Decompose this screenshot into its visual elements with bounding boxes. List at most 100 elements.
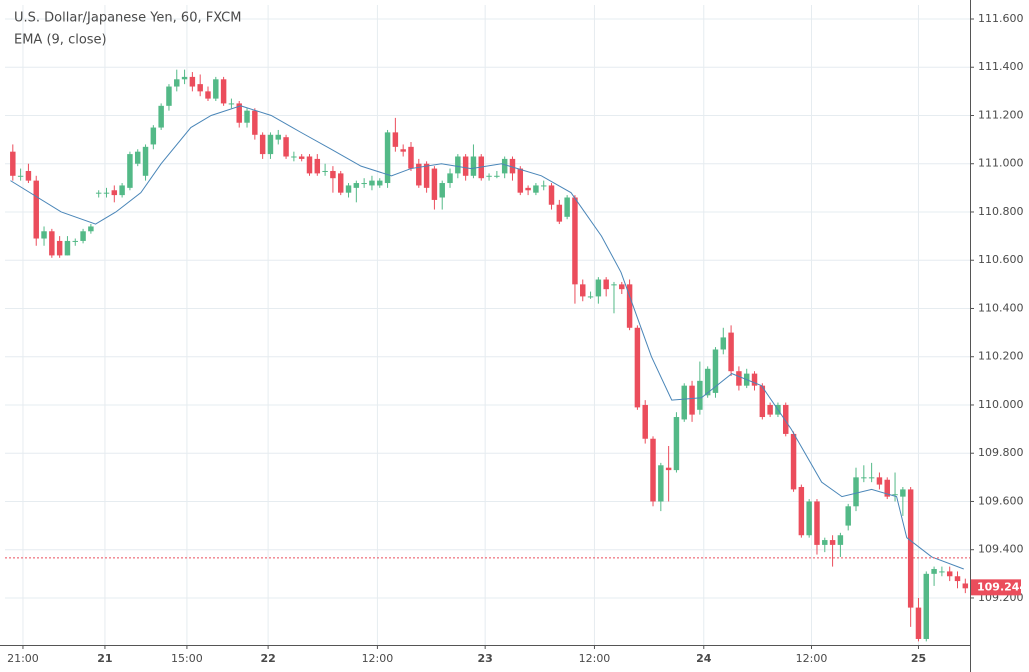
candle-body: [41, 231, 47, 239]
candle-body: [556, 204, 563, 222]
candle-body: [486, 175, 492, 177]
y-tick-label: 109.600: [978, 494, 1024, 507]
candle-body: [790, 433, 797, 490]
candle-body: [447, 173, 453, 184]
candle-body: [244, 110, 250, 123]
y-tick-label: 110.000: [978, 398, 1024, 411]
candle-body: [751, 373, 758, 386]
candle-body: [64, 240, 71, 256]
candle-body: [704, 368, 711, 396]
candle-body: [127, 154, 133, 188]
candle-body: [416, 163, 422, 186]
candle-body: [619, 284, 625, 290]
candle-body: [306, 156, 313, 174]
candle-body: [587, 296, 594, 298]
candle-body: [712, 349, 719, 393]
candle-body: [845, 506, 851, 526]
candle-body: [330, 170, 336, 179]
candle-body: [642, 404, 648, 439]
candle-body: [423, 163, 430, 188]
candle-body: [10, 151, 16, 176]
y-tick-label: 111.200: [978, 108, 1024, 121]
candle-body: [314, 158, 321, 174]
candle-body: [595, 279, 602, 297]
candle-body: [658, 465, 664, 502]
candle-body: [103, 192, 110, 194]
candle-body: [283, 137, 289, 157]
grid: [5, 5, 970, 645]
candle-body: [166, 86, 172, 106]
candle-body: [150, 127, 157, 145]
candle-body: [205, 91, 211, 99]
candle-body: [298, 156, 305, 159]
candle-body: [665, 467, 672, 471]
candle-body: [252, 110, 258, 135]
candle-body: [767, 404, 773, 415]
candle-body: [369, 180, 375, 186]
candle-body: [470, 156, 477, 176]
x-tick-label: 15:00: [171, 652, 203, 665]
candle-body: [939, 571, 945, 573]
candle-body: [462, 156, 469, 176]
x-tick-label: 12:00: [796, 652, 828, 665]
last-price-label: 109.244: [977, 580, 1027, 593]
candle-body: [853, 477, 859, 507]
candle-body: [119, 185, 125, 196]
candle-body: [17, 175, 24, 177]
candle-body: [868, 477, 875, 479]
candle-body: [783, 404, 789, 434]
y-tick-label: 110.400: [978, 301, 1024, 314]
candle-body: [111, 190, 118, 196]
y-tick-label: 110.600: [978, 253, 1024, 266]
candle-body: [228, 103, 235, 105]
candle-body: [884, 479, 890, 497]
candle-body: [861, 477, 867, 479]
candle-body: [33, 180, 39, 239]
candle-body: [174, 79, 180, 87]
candle-body: [88, 226, 94, 232]
candle-body: [876, 477, 883, 485]
candle-body: [501, 158, 508, 174]
candle-body: [494, 175, 500, 177]
candle-body: [80, 231, 86, 241]
candle-body: [353, 183, 360, 188]
candle-body: [72, 240, 78, 242]
candle-body: [611, 284, 617, 286]
candle-body: [377, 180, 383, 186]
candle-body: [408, 146, 414, 169]
candle-body: [822, 540, 828, 545]
y-tick-label: 110.800: [978, 205, 1024, 218]
candle-body: [650, 438, 656, 502]
candle-body: [197, 84, 203, 92]
candle-body: [798, 486, 805, 536]
candle-body: [56, 240, 63, 256]
x-tick-label: 22: [260, 652, 275, 665]
candle-body: [220, 79, 227, 104]
candle-body: [134, 151, 141, 164]
candle-body: [634, 327, 641, 408]
candle-body: [673, 417, 680, 471]
x-tick-label: 21:00: [7, 652, 39, 665]
x-tick-label: 23: [478, 652, 493, 665]
candle-body: [361, 183, 367, 185]
candle-body: [962, 583, 969, 589]
x-tick-label: 24: [696, 652, 712, 665]
candle-body: [837, 535, 844, 545]
candle-body: [337, 173, 344, 193]
candle-body: [548, 185, 555, 205]
candle-body: [681, 385, 687, 420]
candle-body: [455, 156, 461, 174]
chart-title: U.S. Dollar/Japanese Yen, 60, FXCM: [14, 11, 241, 26]
indicator-label: EMA (9, close): [14, 33, 107, 48]
candle-body: [900, 489, 906, 497]
plot: [5, 69, 970, 642]
candle-body: [697, 380, 703, 410]
candle-body: [259, 134, 266, 155]
x-tick-label: 21: [97, 652, 112, 665]
candle-body: [525, 187, 531, 191]
last-price-badge: [971, 579, 1021, 596]
candle-body: [213, 79, 219, 99]
candle-body: [95, 192, 102, 194]
